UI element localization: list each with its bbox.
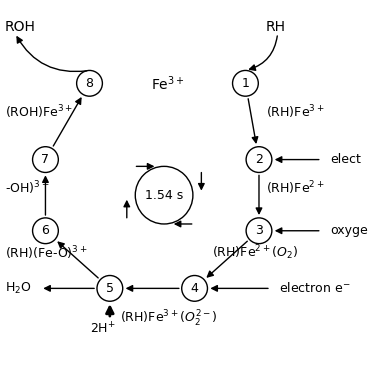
Text: (RH)Fe$^{2+}$: (RH)Fe$^{2+}$ bbox=[266, 179, 324, 197]
Text: electron e$^{-}$: electron e$^{-}$ bbox=[279, 281, 351, 295]
Text: elect: elect bbox=[330, 153, 361, 166]
Text: ROH: ROH bbox=[5, 20, 36, 34]
Text: RH: RH bbox=[266, 20, 286, 34]
Text: 3: 3 bbox=[255, 224, 263, 237]
Text: H$_2$O: H$_2$O bbox=[5, 281, 31, 296]
Text: 1: 1 bbox=[242, 77, 249, 90]
Text: 8: 8 bbox=[85, 77, 94, 90]
Text: 2: 2 bbox=[255, 153, 263, 166]
Text: -OH)$^{3+}$: -OH)$^{3+}$ bbox=[5, 179, 49, 197]
Text: (RH)(Fe-O)$^{3+}$: (RH)(Fe-O)$^{3+}$ bbox=[5, 244, 87, 262]
Text: 1.54 s: 1.54 s bbox=[145, 189, 183, 202]
Text: (ROH)Fe$^{3+}$: (ROH)Fe$^{3+}$ bbox=[5, 103, 73, 121]
Text: 5: 5 bbox=[106, 282, 114, 295]
Text: 2H$^{+}$: 2H$^{+}$ bbox=[90, 322, 116, 337]
Text: (RH)Fe$^{3+}$($O_2^{2-}$): (RH)Fe$^{3+}$($O_2^{2-}$) bbox=[120, 309, 218, 329]
Text: 7: 7 bbox=[41, 153, 50, 166]
Text: oxyge: oxyge bbox=[330, 224, 368, 237]
Text: (RH)Fe$^{3+}$: (RH)Fe$^{3+}$ bbox=[266, 103, 324, 121]
Text: 4: 4 bbox=[191, 282, 199, 295]
Text: Fe$^{3+}$: Fe$^{3+}$ bbox=[151, 74, 184, 92]
Text: (RH)Fe$^{2+}$($O_2$): (RH)Fe$^{2+}$($O_2$) bbox=[212, 243, 297, 262]
Text: 6: 6 bbox=[41, 224, 49, 237]
